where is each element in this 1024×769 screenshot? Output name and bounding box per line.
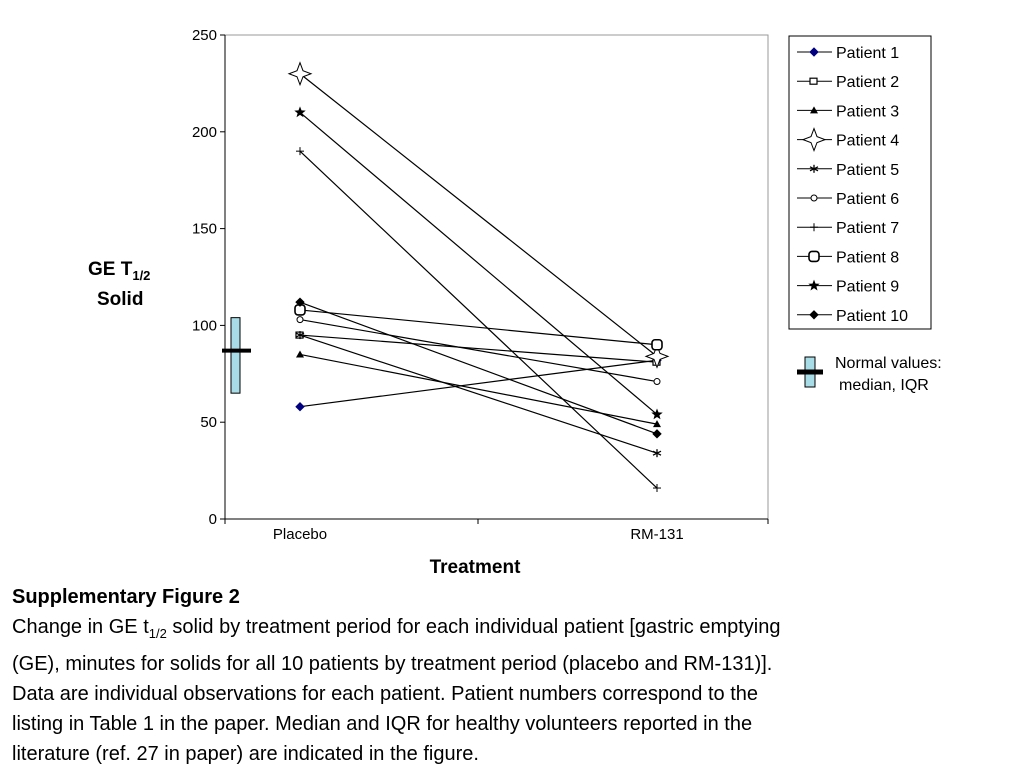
- y-tick-label: 50: [200, 414, 217, 431]
- legend-marker: [809, 47, 819, 57]
- series-10: [295, 297, 662, 439]
- y-axis-label-line2: Solid: [97, 289, 143, 310]
- data-point: [296, 147, 304, 156]
- asterisk-stroke: [652, 450, 662, 456]
- y-axis-ticks: 0 50 100 150 200 250: [192, 27, 225, 528]
- y-tick-label: 150: [192, 221, 217, 238]
- series-7: [296, 147, 661, 493]
- legend-marker: [808, 250, 820, 263]
- x-axis-label: Treatment: [430, 557, 521, 578]
- figure-caption: Supplementary Figure 2 Change in GE t1/2…: [12, 582, 1012, 769]
- chart: 0 50 100 150 200 250 Placebo RM-131 GE T1/2 So…: [88, 27, 942, 578]
- series-5: [295, 331, 662, 458]
- legend-label: Patient 1: [836, 45, 899, 62]
- x-axis-ticks: Placebo RM-131: [224, 519, 769, 543]
- series-line: [299, 111, 658, 415]
- legend-label: Patient 10: [836, 308, 908, 325]
- series-line: [299, 319, 658, 383]
- series-2: [295, 331, 661, 366]
- data-point: [653, 420, 661, 428]
- series-6: [296, 316, 661, 386]
- legend-label: Patient 3: [836, 103, 899, 120]
- series-line: [299, 73, 658, 357]
- data-point: [287, 61, 313, 87]
- legend-item: Patient 5: [797, 162, 899, 179]
- caption-line3: Data are individual observations for eac…: [12, 683, 758, 705]
- series-line: [299, 301, 658, 435]
- y-tick-label: 250: [192, 27, 217, 44]
- legend-label: Patient 2: [836, 74, 899, 91]
- data-point: [651, 408, 663, 420]
- data-point: [652, 449, 662, 458]
- data-point: [652, 429, 662, 439]
- legend-marker: [809, 164, 819, 173]
- y-tick-label: 0: [209, 511, 217, 528]
- x-tick-label: RM-131: [630, 526, 683, 543]
- caption-line2: (GE), minutes for solids for all 10 pati…: [12, 653, 773, 675]
- legend-marker: [809, 77, 818, 85]
- series-line: [299, 359, 658, 408]
- caption-line4: listing in Table 1 in the paper. Median …: [12, 713, 753, 735]
- data-point: [644, 343, 670, 369]
- legend-box: [788, 35, 932, 330]
- legend-marker: [810, 194, 818, 202]
- legend-label: Patient 4: [836, 133, 899, 150]
- series-4: [287, 61, 670, 369]
- series-line: [299, 334, 658, 454]
- legend-label: Patient 7: [836, 220, 899, 237]
- legend-item: Patient 2: [797, 74, 899, 91]
- normal-values-legend: Normal values: median, IQR: [797, 355, 942, 394]
- legend-marker: [809, 310, 819, 320]
- caption-line5: literature (ref. 27 in paper) are indica…: [12, 743, 479, 765]
- data-point: [294, 106, 306, 118]
- caption-title: Supplementary Figure 2: [12, 586, 240, 608]
- legend-item: Patient 6: [797, 191, 899, 208]
- y-axis-label-subscript: 1/2: [132, 268, 150, 283]
- legend-item: Patient 10: [797, 308, 908, 325]
- legend-label: Patient 5: [836, 162, 899, 179]
- y-axis-label: GE T1/2: [88, 259, 150, 283]
- legend-marker: [801, 127, 827, 153]
- data-point: [653, 484, 661, 493]
- series-3: [296, 350, 661, 428]
- y-tick-label: 200: [192, 124, 217, 141]
- x-tick-label: Placebo: [273, 526, 327, 543]
- series-9: [294, 106, 663, 420]
- data-point: [295, 331, 305, 340]
- legend-label: Patient 8: [836, 249, 899, 266]
- series-line: [299, 353, 658, 425]
- y-tick-label: 100: [192, 317, 217, 334]
- legend-item: Patient 1: [797, 45, 899, 62]
- legend-item: Patient 7: [797, 220, 899, 237]
- legend-label: Patient 9: [836, 279, 899, 296]
- asterisk-stroke: [295, 332, 305, 338]
- normal-iqr-bar: [230, 317, 241, 394]
- data-point: [295, 297, 305, 307]
- caption-line1: Change in GE t1/2 solid by treatment per…: [12, 616, 781, 641]
- legend-item: Patient 8: [797, 249, 899, 266]
- normal-range-box: [222, 317, 251, 394]
- legend-item: Patient 4: [797, 127, 899, 153]
- series-layer: [287, 61, 670, 493]
- data-point: [295, 402, 305, 412]
- normal-values-label-line1: Normal values:: [835, 355, 942, 372]
- legend-marker: [810, 223, 818, 232]
- normal-values-label-line2: median, IQR: [839, 377, 929, 394]
- legend-marker: [810, 106, 818, 114]
- data-point: [653, 378, 661, 386]
- data-point: [296, 316, 304, 324]
- legend-item: Patient 9: [797, 279, 899, 296]
- legend-item: Patient 3: [797, 103, 899, 120]
- asterisk-stroke: [809, 166, 819, 172]
- data-point: [296, 350, 304, 358]
- legend-marker: [808, 279, 820, 291]
- series-8: [294, 304, 663, 351]
- legend: Patient 1 Patient 2 Patient 3 Patient 4 Pati…: [797, 45, 908, 325]
- series-line: [299, 309, 658, 346]
- data-point: [651, 338, 663, 351]
- plot-area: [224, 34, 769, 520]
- series-line: [299, 334, 658, 363]
- series-line: [299, 150, 658, 489]
- legend-label: Patient 6: [836, 191, 899, 208]
